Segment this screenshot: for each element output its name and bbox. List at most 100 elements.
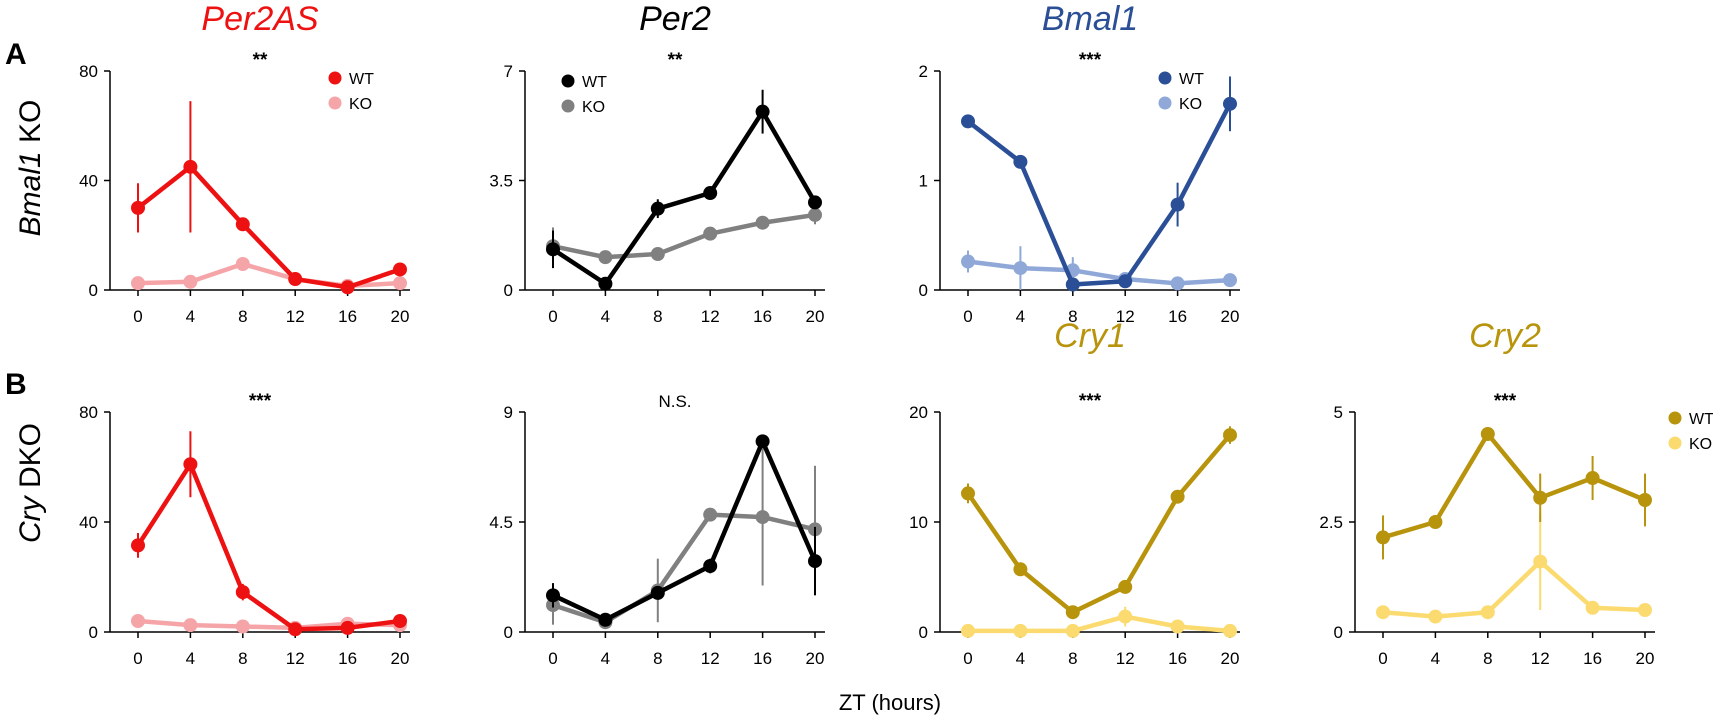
chart-title: Cry2 <box>1469 317 1541 355</box>
data-point <box>1223 623 1237 638</box>
data-point <box>288 272 303 287</box>
data-point <box>1170 489 1185 504</box>
x-tick-label: 16 <box>753 649 772 668</box>
series-line <box>1382 431 1646 540</box>
data-point <box>598 250 613 265</box>
data-point <box>808 207 822 222</box>
chart-panel-b-per2: 0 4.5 9 0 4 8 12 16 20 N.S. <box>489 392 825 668</box>
data-point <box>1533 554 1548 569</box>
legend-label: KO <box>1689 436 1712 453</box>
chart-panel-a-per2: 0 3.5 7 0 4 8 12 16 20 ** Per2 WT KO <box>489 0 825 326</box>
series-line <box>1382 559 1646 619</box>
series-wt <box>546 89 822 291</box>
data-point <box>1376 605 1390 620</box>
legend-label: WT <box>349 71 374 88</box>
x-tick-label: 20 <box>806 307 825 326</box>
data-point <box>703 226 718 241</box>
row-label-a-italic: Bmal1 <box>14 151 47 236</box>
x-tick-label: 16 <box>338 307 357 326</box>
x-tick-label: 0 <box>548 649 557 668</box>
x-tick-label: 12 <box>286 307 305 326</box>
x-tick-label: 16 <box>753 307 772 326</box>
x-tick-label: 0 <box>133 649 142 668</box>
series-line <box>966 433 1232 615</box>
data-point <box>703 559 718 573</box>
data-point <box>131 276 145 291</box>
data-point <box>598 276 613 291</box>
data-point <box>1638 493 1652 507</box>
data-point <box>1170 276 1185 291</box>
y-tick-label: 2 <box>919 62 928 81</box>
y-tick-label: 0 <box>89 281 98 300</box>
data-point <box>131 538 145 553</box>
legend-label: KO <box>1179 96 1202 113</box>
significance-label: *** <box>1079 391 1102 412</box>
series-wt <box>961 426 1237 620</box>
data-point <box>340 620 355 635</box>
series-line <box>136 462 401 632</box>
legend-label: WT <box>582 74 607 91</box>
significance-label: N.S. <box>658 392 691 411</box>
data-point <box>1065 623 1080 638</box>
series-wt <box>131 101 407 295</box>
data-point <box>1170 197 1185 212</box>
x-tick-label: 12 <box>1116 649 1135 668</box>
data-point <box>183 457 198 472</box>
x-tick-label: 12 <box>1116 307 1135 326</box>
data-point <box>1065 605 1080 620</box>
data-point <box>1480 605 1495 620</box>
y-tick-label: 9 <box>504 403 513 422</box>
x-tick-label: 12 <box>286 649 305 668</box>
x-tick-label: 4 <box>1016 649 1025 668</box>
series-line <box>136 164 401 290</box>
data-point <box>1223 96 1237 111</box>
y-tick-label: 3.5 <box>489 172 513 191</box>
data-point <box>1480 427 1495 441</box>
series-wt <box>546 434 822 627</box>
legend-marker <box>561 74 575 88</box>
x-tick-label: 8 <box>653 649 662 668</box>
legend-marker <box>1668 436 1682 450</box>
x-tick-label: 8 <box>1483 649 1492 668</box>
y-tick-label: 1 <box>919 172 928 191</box>
data-point <box>1585 471 1600 485</box>
data-point <box>1013 562 1028 577</box>
data-point <box>1065 277 1080 292</box>
data-point <box>1533 490 1548 505</box>
x-tick-label: 4 <box>601 649 610 668</box>
series-ko <box>961 606 1237 638</box>
chart-title: Per2AS <box>201 0 318 38</box>
x-tick-label: 0 <box>548 307 557 326</box>
data-point <box>1118 579 1133 594</box>
series-ko <box>131 256 407 293</box>
series-line <box>552 439 818 623</box>
x-axis-label: ZT (hours) <box>839 690 941 715</box>
data-point <box>1376 530 1390 545</box>
data-point <box>1013 154 1028 169</box>
legend: WT KO <box>1158 71 1204 113</box>
x-tick-label: 0 <box>1378 649 1387 668</box>
y-tick-label: 40 <box>79 172 98 191</box>
row-label-a: Bmal1 KO <box>14 100 47 237</box>
legend: WT KO <box>328 71 374 113</box>
data-point <box>703 507 718 522</box>
x-tick-label: 4 <box>186 649 195 668</box>
x-tick-label: 8 <box>1068 649 1077 668</box>
chart-panel-b-per2as: 0 40 80 0 4 8 12 16 20 *** <box>79 391 410 668</box>
x-tick-label: 4 <box>186 307 195 326</box>
chart-title: Per2 <box>639 0 711 38</box>
x-tick-label: 4 <box>1016 307 1025 326</box>
series-line <box>966 102 1232 287</box>
y-tick-label: 0 <box>89 623 98 642</box>
series-line <box>552 512 816 625</box>
data-point <box>393 614 407 628</box>
data-point <box>235 256 250 271</box>
y-tick-label: 10 <box>909 513 928 532</box>
data-point <box>340 280 355 295</box>
series-line <box>968 614 1231 634</box>
legend-label: KO <box>349 96 372 113</box>
x-tick-label: 12 <box>1531 649 1550 668</box>
